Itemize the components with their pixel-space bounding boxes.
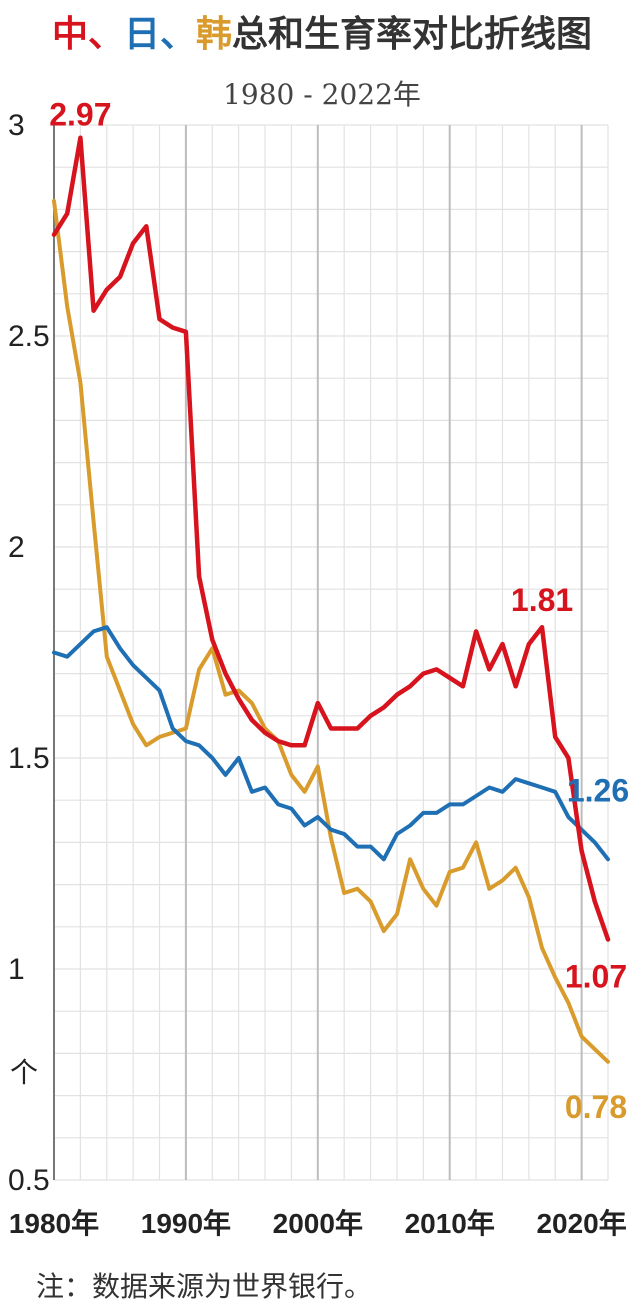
x-tick-label: 1990年 [141, 1207, 231, 1239]
y-tick-label: 1.5 [8, 742, 50, 775]
title-part-0: 中 [52, 14, 88, 55]
value-label: 1.07 [565, 958, 627, 994]
value-label: 0.78 [565, 1089, 627, 1125]
series-line-korea [52, 199, 610, 1064]
title-part-5: 总和生育率对比折线图 [232, 14, 592, 55]
value-label: 2.97 [49, 97, 111, 133]
series-line-china [51, 135, 611, 942]
y-tick-label: 3 [8, 109, 25, 142]
title-part-1: 、 [88, 14, 124, 55]
y-tick-label: 2.5 [8, 320, 50, 353]
value-annotations: 2.97 1.81 1.26 1.07 0.78 [49, 97, 629, 1125]
x-axis-ticks: 1980年 1990年 2000年 2010年 2020年 [9, 1207, 627, 1239]
y-tick-label: 1 [8, 953, 25, 986]
series-line-japan [52, 625, 610, 862]
x-tick-label: 2000年 [273, 1207, 363, 1239]
title-part-2: 日 [124, 14, 160, 55]
value-label: 1.26 [567, 772, 629, 808]
y-tick-label: 2 [8, 531, 25, 564]
chart-subtitle: 1980 - 2022年 [223, 78, 421, 111]
y-tick-label: 0.5 [8, 1164, 50, 1197]
series-lines [51, 135, 611, 1064]
y-axis-unit-label: 个 [10, 1056, 38, 1089]
x-tick-label: 2020年 [536, 1207, 626, 1239]
title-part-3: 、 [160, 14, 196, 55]
y-axis-ticks: 0.5 1 1.5 2 2.5 3 [8, 109, 50, 1197]
chart-title: 中、日、韩总和生育率对比折线图 [52, 14, 592, 55]
x-tick-label: 2010年 [405, 1207, 495, 1239]
grid-lines [53, 124, 609, 1181]
value-label: 1.81 [511, 582, 573, 618]
title-part-4: 韩 [196, 14, 232, 55]
x-tick-label: 1980年 [9, 1207, 99, 1239]
data-source-note: 注：数据来源为世界银行。 [36, 1270, 372, 1303]
